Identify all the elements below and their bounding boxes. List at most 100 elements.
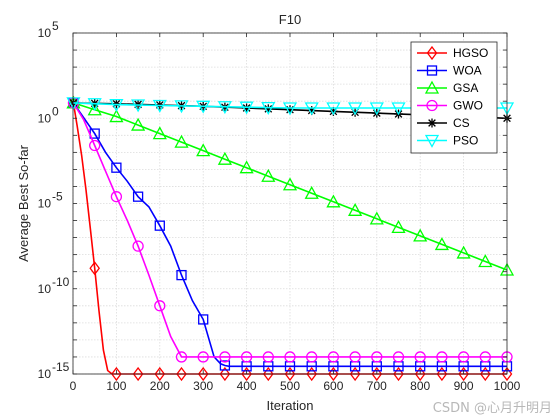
data-point-gsa <box>239 160 254 174</box>
data-point-hgso <box>111 366 122 382</box>
data-point-gwo <box>436 351 448 363</box>
asterisk-stroke <box>264 105 273 113</box>
data-point-hgso <box>349 366 361 382</box>
data-point-hgso <box>176 366 187 382</box>
data-point-woa <box>111 162 122 173</box>
legend-label: CS <box>453 116 470 130</box>
data-point-pso <box>261 101 276 115</box>
data-point-gwo <box>306 351 318 363</box>
data-point-gwo <box>457 351 470 363</box>
data-point-hgso <box>132 366 144 382</box>
x-tick-label: 400 <box>237 379 257 393</box>
data-point-gsa <box>261 168 276 182</box>
legend-item-gsa: GSA <box>417 80 478 95</box>
x-tick-label: 0 <box>70 379 77 393</box>
data-point-gwo <box>89 139 101 152</box>
legend-item-gwo: GWO <box>417 99 483 113</box>
data-point-woa <box>176 269 187 281</box>
data-point-pso <box>304 102 319 116</box>
data-point-pso <box>391 102 406 116</box>
watermark: CSDN @心月升明月 <box>432 401 552 416</box>
x-tick-label: 300 <box>193 379 213 393</box>
y-tick-exponent: -10 <box>52 275 70 289</box>
data-point-woa <box>154 220 165 231</box>
x-tick-label: 800 <box>410 379 430 393</box>
data-point-gwo <box>349 351 361 363</box>
data-point-gwo <box>197 351 209 363</box>
data-point-gwo <box>479 351 491 363</box>
data-point-gwo <box>240 351 253 363</box>
y-tick-label: 10 <box>38 282 52 296</box>
legend-item-cs: CS <box>417 116 470 130</box>
data-point-pso <box>109 98 124 112</box>
chart-title: F10 <box>279 12 301 27</box>
legend-marker <box>424 80 440 94</box>
data-point-pso <box>326 102 341 116</box>
y-tick-label: 10 <box>38 197 52 211</box>
data-point-gsa <box>131 117 146 131</box>
data-point-pso <box>196 100 211 114</box>
series-line-gsa <box>73 102 508 271</box>
legend-label: GSA <box>453 81 478 95</box>
y-axis-label: Average Best So-far <box>16 144 31 261</box>
data-point-gsa <box>196 143 211 157</box>
data-point-pso <box>174 100 189 114</box>
data-point-gsa <box>369 211 384 225</box>
data-point-gsa <box>326 194 341 208</box>
data-point-pso <box>282 102 298 116</box>
data-point-pso <box>369 102 384 116</box>
data-point-gwo <box>110 191 123 203</box>
data-point-pso <box>152 99 167 113</box>
legend-marker <box>426 45 438 61</box>
data-point-gsa <box>456 245 471 259</box>
series-line-gwo <box>72 102 507 358</box>
data-point-gsa <box>391 220 406 234</box>
data-point-gsa <box>152 126 167 140</box>
data-point-gwo <box>154 300 166 312</box>
data-point-gwo <box>175 351 188 363</box>
data-point-hgso <box>197 366 209 382</box>
x-axis-label: Iteration <box>267 398 314 413</box>
data-point-pso <box>66 97 81 111</box>
data-point-gsa <box>304 185 319 199</box>
legend: HGSO WOA GSA GWO CS PSO <box>410 41 498 154</box>
data-point-gsa <box>87 102 102 116</box>
data-point-gwo <box>414 351 426 363</box>
data-point-hgso <box>458 366 469 382</box>
data-point-hgso <box>241 366 252 382</box>
y-tick-label: 10 <box>38 111 52 125</box>
x-tick-label: 900 <box>454 379 474 393</box>
data-point-pso <box>131 99 146 113</box>
y-tick-exponent: -15 <box>52 360 70 374</box>
legend-label: GWO <box>453 99 483 113</box>
x-tick-label: 500 <box>280 379 300 393</box>
legend-item-pso: PSO <box>417 134 478 148</box>
data-point-gsa <box>434 237 449 251</box>
data-point-gsa <box>413 228 428 242</box>
legend-marker <box>426 65 438 76</box>
legend-item-woa: WOA <box>417 64 482 78</box>
data-point-gsa <box>282 177 298 191</box>
x-tick-label: 700 <box>367 379 387 393</box>
data-point-gsa <box>217 151 232 165</box>
data-point-hgso <box>89 261 101 276</box>
data-point-hgso <box>393 366 404 382</box>
asterisk-stroke <box>428 119 436 127</box>
data-point-gwo <box>132 240 144 252</box>
series-gsa <box>66 95 515 276</box>
data-point-gwo <box>392 351 405 363</box>
data-point-pso <box>239 101 254 115</box>
x-tick-label: 100 <box>106 379 126 393</box>
y-tick-label: 10 <box>38 367 52 381</box>
x-tick-label: 600 <box>323 379 343 393</box>
data-point-gwo <box>262 351 274 363</box>
data-point-gsa <box>109 109 124 123</box>
legend-label: HGSO <box>453 46 488 60</box>
y-tick-exponent: -5 <box>52 190 63 204</box>
legend-label: PSO <box>453 134 478 148</box>
series-line-woa <box>72 102 507 368</box>
data-point-hgso <box>284 366 296 382</box>
y-tick-label: 10 <box>38 26 52 40</box>
data-point-pso <box>217 101 232 115</box>
